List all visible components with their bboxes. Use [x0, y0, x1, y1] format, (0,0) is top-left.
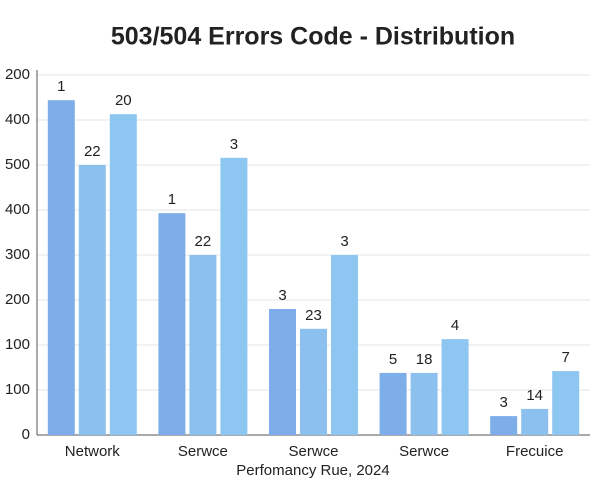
x-tick-label: Network: [65, 443, 121, 460]
bar: [269, 309, 296, 435]
bar-annotation: 5: [389, 351, 397, 368]
bar: [189, 255, 217, 435]
bar: [331, 255, 358, 435]
bar-annotation: 3: [230, 136, 238, 153]
bar: [490, 416, 518, 435]
bar-annotation: 4: [451, 317, 459, 334]
bar-annotation: 22: [84, 143, 101, 160]
y-tick-label: 300: [5, 246, 30, 263]
bar-annotation: 3: [500, 394, 508, 411]
bar: [521, 408, 549, 435]
y-tick-label: 400: [5, 111, 30, 128]
bar-annotation: 7: [562, 349, 570, 366]
bar-annotation: 3: [340, 233, 348, 250]
x-tick-label: Serwce: [178, 443, 228, 460]
bar-annotation: 18: [416, 351, 433, 368]
y-tick-label: 100: [5, 381, 30, 398]
bar-annotation: 22: [195, 233, 212, 250]
chart-title: 503/504 Errors Code - Distribution: [111, 23, 515, 51]
bar-annotation: 23: [305, 307, 322, 324]
bar: [220, 157, 248, 436]
bar: [158, 213, 186, 435]
y-tick-label: 0: [22, 426, 30, 443]
bar: [78, 165, 106, 435]
bar-annotation: 20: [115, 92, 132, 109]
bar: [379, 372, 407, 435]
y-tick-label: 200: [5, 66, 30, 83]
y-tick-label: 100: [5, 336, 30, 353]
bar: [47, 100, 75, 435]
x-tick-label: Serwce: [288, 443, 338, 460]
bar: [552, 371, 580, 435]
bar-annotation: 1: [168, 191, 176, 208]
bar: [300, 328, 327, 435]
x-axis-label: Perfomancy Rue, 2024: [236, 462, 389, 479]
y-tick-label: 400: [5, 201, 30, 218]
y-tick-label: 200: [5, 291, 30, 308]
y-tick-label: 500: [5, 156, 30, 173]
bar-annotation: 3: [278, 287, 286, 304]
bar-annotation: 1: [57, 78, 65, 95]
bar: [441, 339, 469, 435]
bar: [109, 114, 137, 436]
x-tick-label: Frecuice: [506, 443, 564, 460]
bar-annotation: 14: [526, 387, 543, 404]
bar: [410, 372, 438, 435]
x-tick-label: Serwce: [399, 443, 449, 460]
